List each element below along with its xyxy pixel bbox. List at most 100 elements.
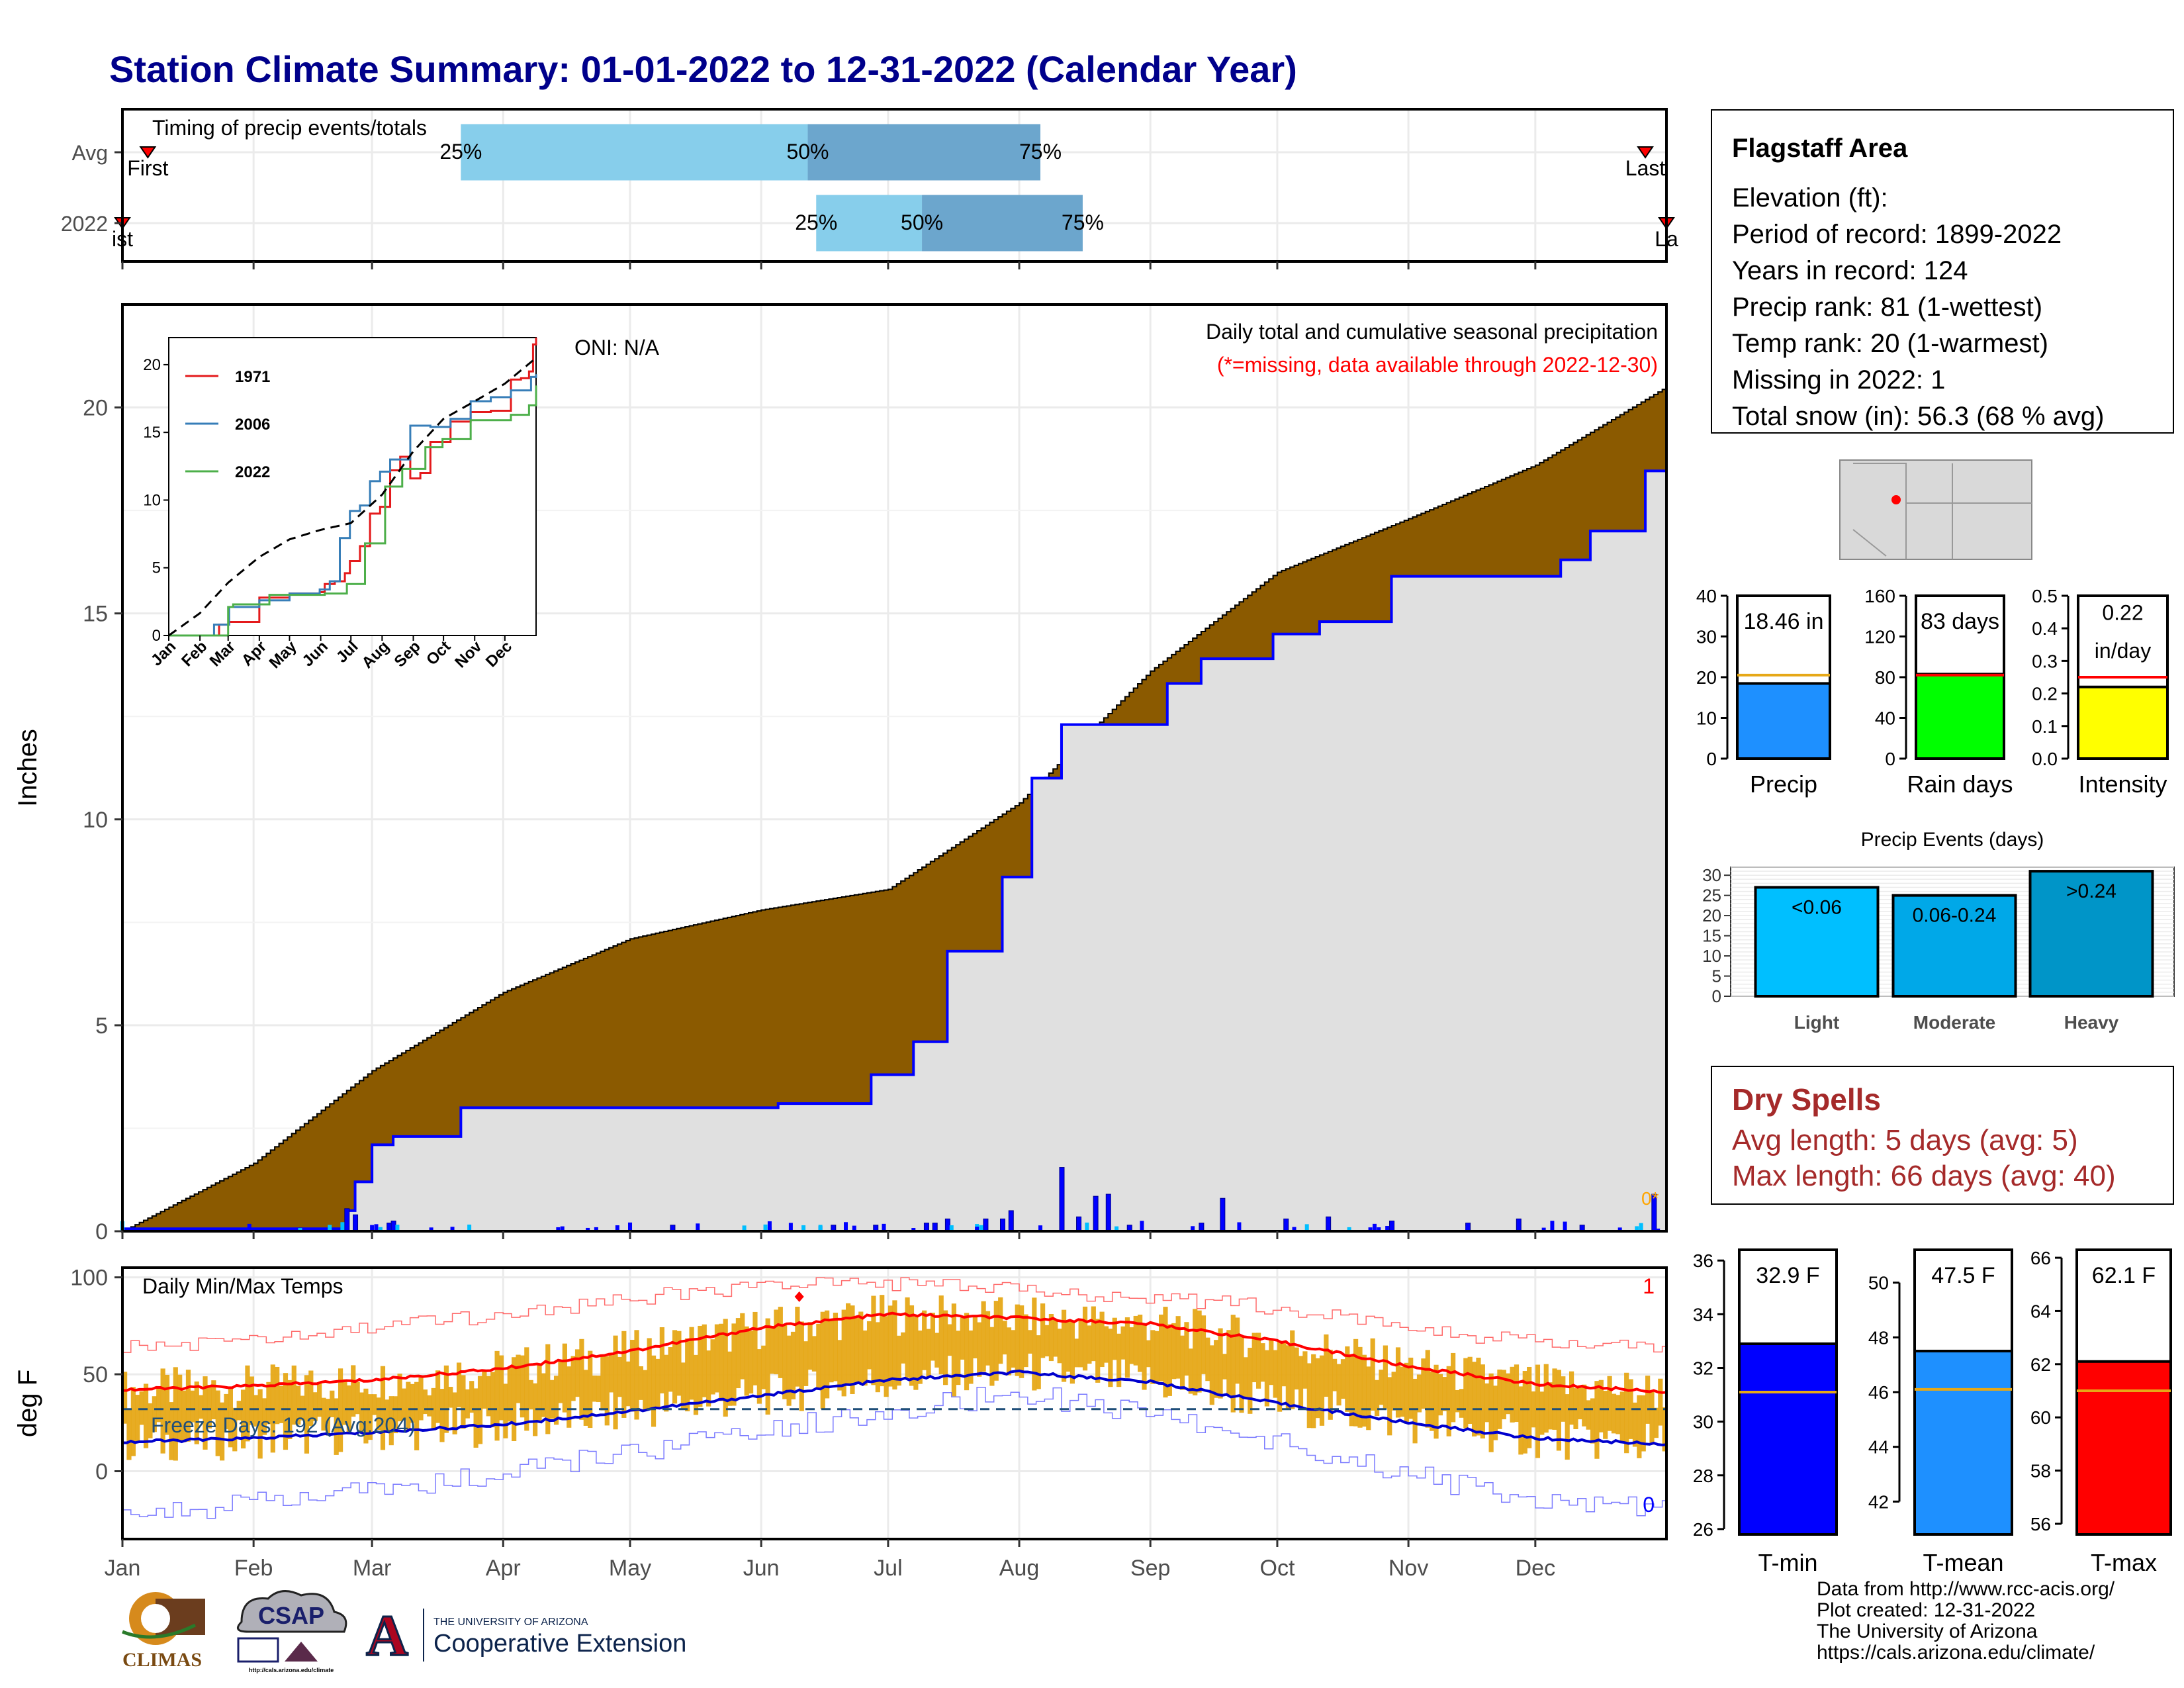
daily-precip-trace	[556, 1227, 561, 1231]
daily-temp-bar	[1298, 1356, 1304, 1408]
daily-temp-bar	[1531, 1391, 1536, 1428]
daily-temp-bar	[553, 1376, 559, 1425]
credit-line: The University of Arizona	[1817, 1620, 2038, 1642]
daily-temp-bar	[1577, 1385, 1582, 1420]
temp-ytick-label: 100	[70, 1266, 108, 1291]
daily-temp-bar	[714, 1324, 720, 1393]
daily-temp-bar	[1315, 1358, 1320, 1419]
station-info-box: Flagstaff Area Elevation (ft): Period of…	[1711, 109, 2174, 434]
daily-temp-bar	[211, 1380, 216, 1420]
daily-temp-bar	[435, 1370, 441, 1423]
daily-temp-bar	[177, 1374, 183, 1441]
daily-temp-bar	[1637, 1395, 1642, 1458]
tmin-chart-ytick-label: 30	[1693, 1412, 1713, 1432]
daily-temp-bar	[452, 1392, 457, 1434]
daily-temp-bar	[1527, 1366, 1532, 1448]
intensity-chart-ytick-label: 0.3	[2032, 651, 2058, 671]
daily-temp-bar	[486, 1376, 491, 1417]
daily-temp-bar	[1226, 1330, 1232, 1395]
cloud-icon	[236, 1590, 347, 1633]
daily-temp-bar	[1053, 1320, 1058, 1357]
intensity-chart-ytick-label: 0.4	[2032, 618, 2058, 639]
daily-temp-bar	[1328, 1349, 1333, 1420]
intensity-chart-ytick-label: 0.2	[2032, 684, 2058, 704]
daily-temp-bar	[351, 1365, 356, 1417]
daily-temp-bar	[1290, 1330, 1295, 1409]
timing-pct-label: 50%	[901, 211, 943, 234]
daily-temp-bar	[1239, 1336, 1244, 1413]
events-ytick-label: 5	[1712, 966, 1721, 986]
timing-bar-q50-q75	[807, 124, 1041, 181]
daily-temp-bar	[388, 1396, 394, 1446]
daily-precip-trace	[843, 1222, 848, 1231]
daily-temp-bar	[985, 1311, 991, 1366]
record-low-count: 0	[1643, 1493, 1655, 1517]
daily-temp-bar	[765, 1318, 770, 1415]
daily-temp-bar	[1361, 1354, 1367, 1427]
station-line-precip-rank: Precip rank: 81 (1-wettest)	[1732, 293, 2043, 322]
daily-temp-bar	[1345, 1346, 1350, 1412]
daily-temp-bar	[1488, 1373, 1494, 1452]
daily-temp-bar	[512, 1357, 517, 1441]
daily-temp-bar	[1569, 1371, 1574, 1425]
daily-temp-bar	[1387, 1377, 1392, 1436]
daily-precip-trace	[1304, 1224, 1309, 1231]
daily-temp-bar	[1624, 1372, 1629, 1454]
daily-precip-trace	[801, 1225, 806, 1231]
daily-precip-bar	[390, 1220, 396, 1232]
daily-temp-bar	[1078, 1321, 1083, 1368]
daily-temp-bar	[643, 1370, 648, 1411]
daily-temp-bar	[947, 1324, 952, 1356]
daily-temp-bar	[194, 1381, 199, 1444]
daily-temp-bar	[1243, 1357, 1249, 1397]
daily-temp-bar	[359, 1392, 365, 1432]
daily-temp-bar	[943, 1310, 948, 1385]
oni-label: ONI: N/A	[574, 336, 660, 359]
tmax-chart-ytick-label: 60	[2030, 1407, 2051, 1428]
daily-temp-bar	[1019, 1305, 1024, 1378]
daily-precip-trace	[1563, 1221, 1567, 1231]
daily-precip-trace	[615, 1225, 619, 1231]
month-label: Oct	[1260, 1556, 1295, 1581]
rain-days-chart-ytick-label: 0	[1885, 749, 1895, 769]
daily-temp-bar	[782, 1324, 788, 1399]
daily-temp-bar	[275, 1366, 280, 1425]
tmin-chart-value-label: 32.9 F	[1756, 1263, 1819, 1288]
temp-panel-frame	[121, 1266, 1668, 1540]
timing-pct-label: 75%	[1019, 140, 1062, 164]
daily-temp-bar	[1154, 1331, 1160, 1382]
daily-temp-bar	[1188, 1348, 1193, 1394]
daily-temp-bar	[1357, 1346, 1363, 1428]
inset-ytick-label: 5	[152, 559, 161, 577]
daily-temp-bar	[807, 1322, 813, 1370]
daily-temp-bar	[308, 1370, 314, 1427]
events-bar-heavy	[2028, 870, 2154, 998]
daily-precip-trace	[696, 1223, 700, 1231]
timing-pct-label: 50%	[786, 140, 829, 164]
daily-precip-trace	[586, 1227, 590, 1231]
daily-temp-bar	[372, 1394, 377, 1415]
daily-precip-bar	[1326, 1216, 1332, 1232]
daily-temp-bar	[913, 1317, 919, 1390]
daily-temp-bar	[1230, 1315, 1236, 1413]
daily-temp-bar	[1027, 1330, 1033, 1354]
daily-temp-bar	[1416, 1374, 1422, 1413]
daily-temp-bar	[1179, 1335, 1185, 1390]
daily-precip-trace	[979, 1225, 983, 1231]
daily-temp-bar	[901, 1332, 906, 1364]
daily-precip-trace	[560, 1226, 565, 1231]
daily-temp-bar	[1582, 1384, 1587, 1427]
events-category-label: Heavy	[2064, 1012, 2119, 1033]
daily-precip-trace	[1292, 1227, 1297, 1231]
tmean-chart-value-label: 47.5 F	[1931, 1263, 1995, 1288]
daily-temp-bar	[1324, 1334, 1329, 1397]
daily-temp-bar	[811, 1336, 817, 1372]
daily-temp-bar	[1379, 1370, 1384, 1405]
daily-temp-bar	[634, 1330, 639, 1420]
tmean-chart-category-label: T-mean	[1923, 1549, 2003, 1576]
daily-temp-bar	[1598, 1380, 1604, 1432]
events-bar-moderate	[1891, 894, 2017, 998]
station-line-missing: Missing in 2022: 1	[1732, 365, 1946, 395]
dry-spells-box: Dry Spells Avg length: 5 days (avg: 5) M…	[1711, 1066, 2174, 1205]
daily-temp-bar	[215, 1390, 220, 1456]
